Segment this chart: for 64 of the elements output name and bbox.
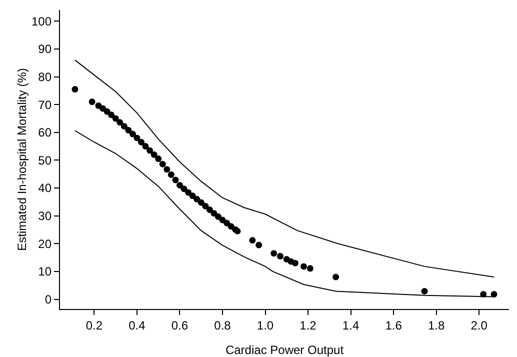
point <box>155 156 162 162</box>
point <box>125 126 132 134</box>
point <box>116 119 124 126</box>
y-tick-label: 80 <box>38 70 52 84</box>
point <box>159 160 166 168</box>
point <box>214 213 222 220</box>
point <box>112 115 119 122</box>
y-tick-label: 90 <box>38 42 52 56</box>
point <box>306 265 314 272</box>
point <box>198 199 204 206</box>
y-tick-label: 50 <box>38 153 52 168</box>
y-tick-label: 60 <box>38 126 52 140</box>
point <box>210 210 218 217</box>
y-tick-label: 70 <box>38 98 52 112</box>
x-tick-label: 0.2 <box>86 318 103 332</box>
point <box>146 147 154 154</box>
point <box>138 138 144 146</box>
point <box>224 220 230 226</box>
point <box>176 182 183 188</box>
point <box>276 252 284 260</box>
y-tick-label: 100 <box>31 14 52 28</box>
point <box>164 166 170 173</box>
point <box>202 202 209 210</box>
point <box>332 274 340 280</box>
y-axis-title: Estimated In-hospital Mortality (%) <box>14 68 29 251</box>
x-axis-title: Cardiac Power Output <box>225 343 344 357</box>
y-tick-label: 0 <box>44 292 52 306</box>
line-series <box>74 60 495 278</box>
x-tick-label: 1.8 <box>428 318 445 332</box>
point <box>129 130 136 138</box>
x-tick-label: 0.4 <box>128 318 146 332</box>
point <box>194 196 200 202</box>
point <box>490 291 498 298</box>
point <box>270 250 278 257</box>
point <box>180 186 188 192</box>
point <box>206 206 213 213</box>
y-tick-label: 10 <box>38 264 52 279</box>
point <box>421 288 428 294</box>
point <box>249 237 256 244</box>
point <box>185 189 192 196</box>
x-tick-label: 0.8 <box>214 318 232 332</box>
point <box>256 242 262 248</box>
point <box>300 263 307 270</box>
x-tick-label: 2.0 <box>470 318 488 332</box>
point <box>134 134 140 142</box>
y-tick-label: 30 <box>38 209 52 224</box>
x-tick-label: 0.6 <box>171 318 188 332</box>
point <box>120 123 128 130</box>
y-tick-label: 20 <box>38 236 52 251</box>
x-tick-label: 1.4 <box>342 318 360 332</box>
point <box>172 176 179 184</box>
point <box>150 151 158 158</box>
point <box>108 112 115 118</box>
x-tick-label: 1.0 <box>256 318 274 332</box>
point <box>100 105 106 112</box>
x-tick-label: 1.2 <box>300 318 317 332</box>
point <box>168 171 174 178</box>
point <box>142 143 149 150</box>
x-tick-label: 1.6 <box>385 318 402 332</box>
point <box>72 86 78 93</box>
point <box>292 260 298 266</box>
point <box>189 192 196 200</box>
point <box>88 98 96 106</box>
y-tick-label: 40 <box>38 181 52 196</box>
